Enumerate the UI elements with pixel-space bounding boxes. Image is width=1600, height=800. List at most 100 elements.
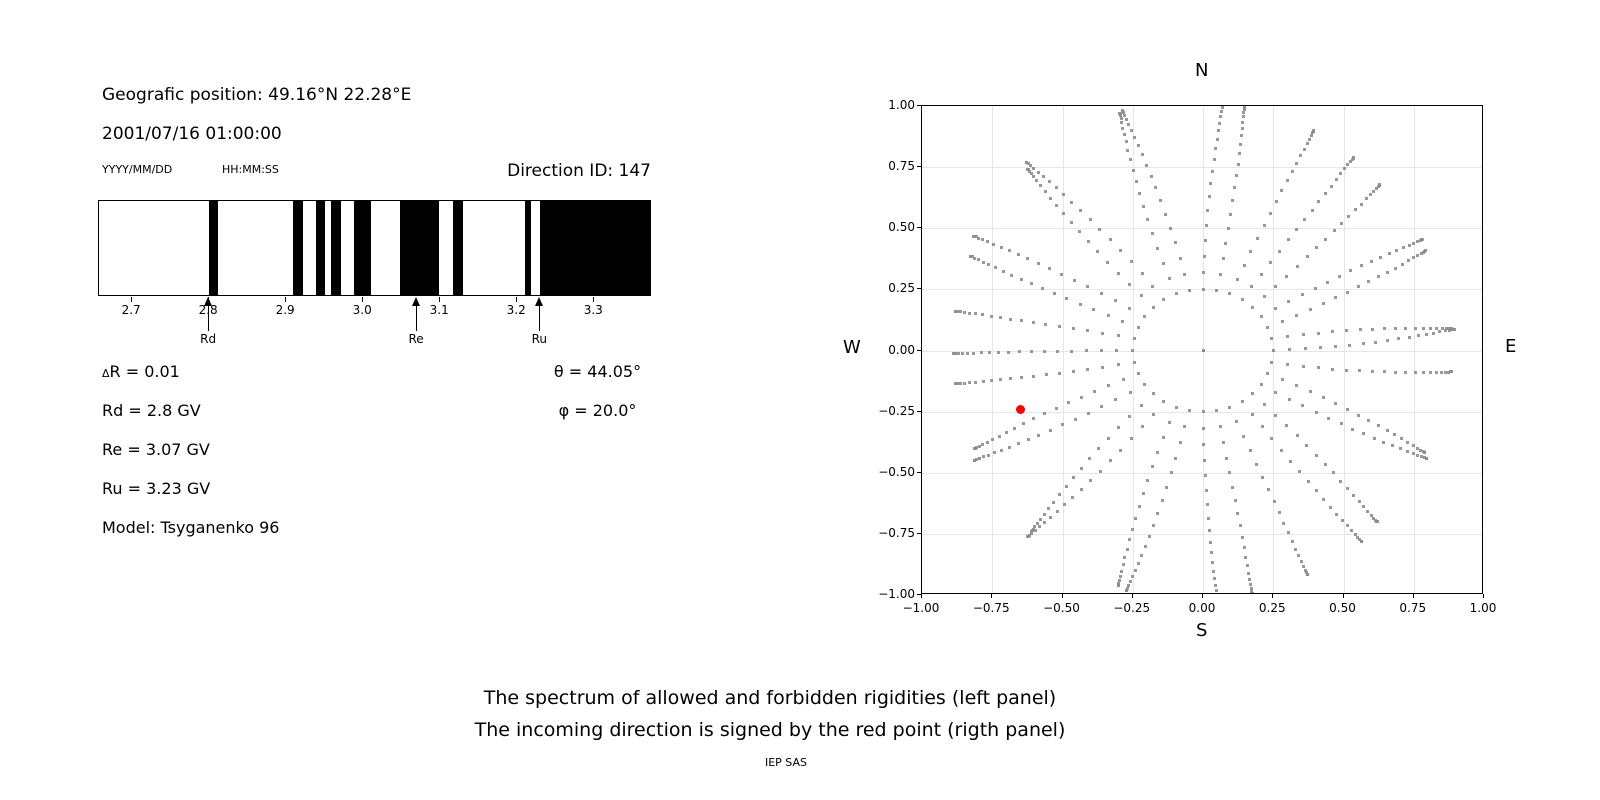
direction-dot [1020,375,1024,379]
direction-scatter-plot [921,105,1483,594]
direction-dot [1348,343,1351,347]
direction-dot [1106,314,1110,318]
direction-dot [999,245,1003,249]
direction-dot [1032,417,1036,421]
direction-dot [1136,562,1140,566]
y-axis-tick-label: −1.00 [878,587,915,601]
direction-dot [1259,383,1263,386]
grid-line-vertical [1413,106,1415,593]
forbidden-band [524,201,532,295]
x-axis-tick [991,594,993,598]
direction-dot [1274,390,1278,394]
direction-dot [973,447,977,451]
direction-dot [1057,371,1061,375]
direction-dot [1086,411,1090,415]
compass-south-label: S [1196,620,1208,641]
direction-dot [1212,569,1216,573]
direction-dot [1308,308,1312,312]
direction-dot [1280,189,1284,193]
direction-dot [1143,544,1147,548]
direction-dot [1052,292,1056,296]
direction-dot [1080,487,1084,491]
direction-dot [1118,574,1122,578]
direction-dot [1447,326,1451,330]
direction-dot [1133,569,1137,573]
y-axis-tick [917,288,921,290]
direction-dot [1156,246,1160,250]
direction-dot [1210,551,1214,555]
direction-dot [1383,327,1387,331]
direction-dot [1047,507,1051,511]
spectrum-tick [593,297,595,302]
direction-dot [1095,250,1099,254]
direction-dot [1041,175,1045,179]
delta-symbol: Δ [102,367,110,380]
spectrum-tick [362,297,364,302]
direction-dot [1140,425,1144,429]
direction-dot [1259,273,1263,277]
direction-dot [1215,409,1219,413]
direction-dot [1020,319,1024,323]
spectrum-tick-label: 2.9 [275,303,295,317]
direction-dot [959,381,963,385]
spectrum-tick-label: 3.1 [429,303,449,317]
direction-dot [1321,302,1325,306]
direction-dot [1271,348,1275,352]
direction-dot [1416,334,1420,338]
direction-dot [1425,332,1429,336]
direction-dot [1115,349,1119,353]
direction-dot [1216,129,1220,133]
direction-dot [1349,269,1353,273]
center-dot [1201,349,1205,352]
y-axis-tick [917,105,921,106]
direction-dot [1368,193,1372,197]
direction-dot [1274,413,1278,417]
direction-dot [1251,305,1255,309]
direction-dot [1099,349,1103,353]
direction-dot [1174,456,1178,460]
direction-dot [1071,496,1075,500]
direction-dot [1047,180,1051,184]
direction-dot [1054,186,1058,190]
direction-dot [1394,326,1398,330]
direction-dot [1443,329,1447,333]
direction-dot [1118,114,1122,118]
direction-dot [1108,237,1112,241]
direction-dot [1385,270,1389,274]
x-axis-tick-label: 0.75 [1399,601,1427,615]
direction-dot [1203,239,1207,243]
direction-dot [1125,589,1129,593]
direction-dot [1449,370,1453,374]
direction-dot [1290,539,1294,543]
direction-dot [1203,459,1207,463]
direction-dot [1322,497,1325,501]
marker-arrow-shaft-ru [539,306,541,331]
direction-dot [1416,453,1420,457]
direction-dot [1343,167,1347,171]
direction-dot [1244,555,1248,559]
direction-dot [1235,277,1239,281]
direction-dot [1114,299,1118,303]
direction-dot [1151,305,1155,309]
y-axis-tick-label: 0.75 [888,159,915,174]
direction-dot [1383,370,1387,374]
direction-dot [1202,254,1206,258]
direction-dot [1251,392,1255,396]
direction-dot [1406,440,1410,444]
direction-dot [1261,475,1265,479]
y-axis-tick [917,471,921,473]
direction-dot [1334,178,1338,182]
direction-dot [981,379,985,383]
direction-dot [1228,292,1232,296]
direction-dot [1150,465,1154,469]
direction-dot [1429,326,1433,330]
direction-dot [1374,340,1378,344]
direction-dot [1429,370,1433,374]
direction-dot [1345,524,1349,528]
direction-dot [1371,327,1375,331]
direction-dot [1136,325,1140,329]
direction-dot [1089,479,1093,483]
direction-dot [1043,412,1047,416]
direction-id-label: Direction ID: 147 [507,161,651,181]
direction-dot [1131,349,1135,352]
